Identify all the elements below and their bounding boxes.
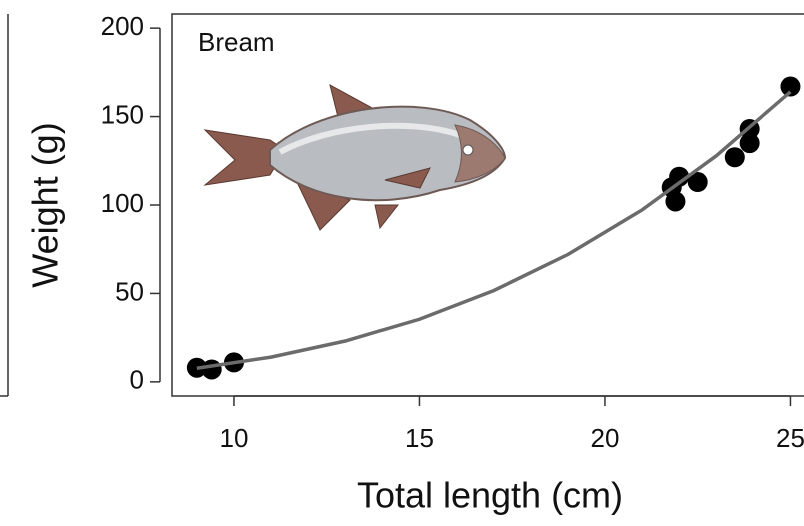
x-tick-label: 20 <box>590 423 619 453</box>
x-axis-title: Total length (cm) <box>357 475 623 516</box>
annotation: Bream <box>198 27 275 57</box>
y-tick-label: 0 <box>130 365 144 395</box>
data-point <box>725 147 745 167</box>
y-tick-label: 150 <box>101 99 144 129</box>
y-axis-title: Weight (g) <box>25 122 66 287</box>
y-tick-label: 100 <box>101 188 144 218</box>
x-tick-label: 10 <box>219 423 248 453</box>
fish-illustration <box>205 85 505 230</box>
data-point <box>202 359 222 379</box>
plot-box <box>172 14 804 396</box>
page: Bream Total length (cm) Weight (g) 0 50 10… <box>0 0 804 526</box>
x-tick-label: 25 <box>776 423 804 453</box>
chart: Bream Total length (cm) Weight (g) 0 50 10… <box>0 0 804 526</box>
fit-curve <box>197 92 791 368</box>
data-point <box>665 191 685 211</box>
y-tick-label: 50 <box>115 276 144 306</box>
x-tick-label: 15 <box>405 423 434 453</box>
y-tick-label: 200 <box>101 11 144 41</box>
